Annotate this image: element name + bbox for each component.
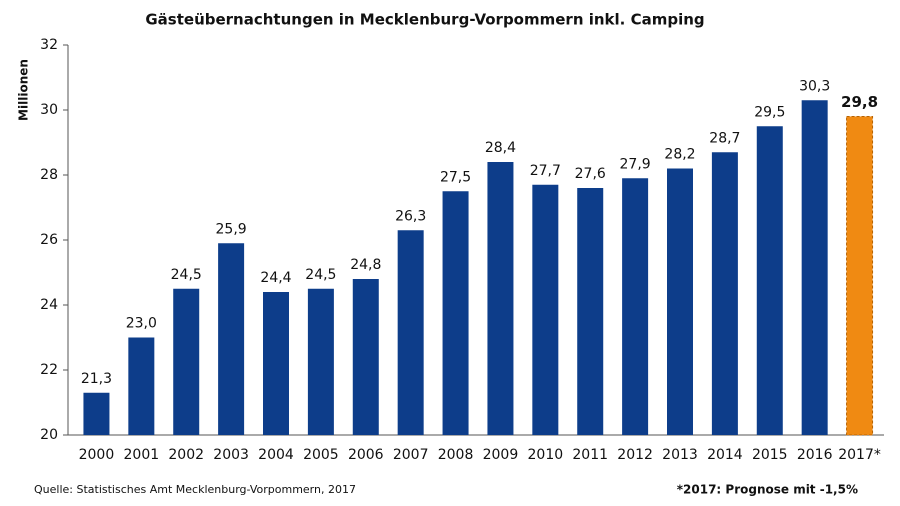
chart-title: Gästeübernachtungen in Mecklenburg-Vorpo… bbox=[145, 11, 704, 29]
x-tick-label: 2012 bbox=[617, 447, 653, 463]
value-label: 27,5 bbox=[440, 169, 471, 185]
x-tick-label: 2011 bbox=[572, 447, 608, 463]
x-tick-label: 2002 bbox=[168, 447, 204, 463]
value-label: 28,7 bbox=[709, 130, 740, 146]
value-label: 27,9 bbox=[620, 156, 651, 172]
bar bbox=[397, 230, 424, 435]
bar bbox=[263, 292, 289, 435]
note: *2017: Prognose mit -1,5% bbox=[677, 483, 858, 497]
value-label: 30,3 bbox=[799, 78, 830, 94]
bar bbox=[352, 279, 379, 435]
value-label: 25,9 bbox=[216, 221, 247, 237]
value-label: 24,5 bbox=[305, 267, 336, 283]
value-label: 24,5 bbox=[171, 267, 202, 283]
y-tick-label: 22 bbox=[40, 362, 58, 378]
x-tick-label: 2009 bbox=[483, 447, 519, 463]
source: Quelle: Statistisches Amt Mecklenburg-Vo… bbox=[34, 483, 356, 496]
x-tick-label: 2010 bbox=[528, 447, 564, 463]
y-tick-label: 30 bbox=[40, 102, 58, 118]
bar bbox=[487, 162, 514, 435]
x-tick-label: 2007 bbox=[393, 447, 429, 463]
x-tick-label: 2017* bbox=[838, 447, 881, 463]
value-label: 28,2 bbox=[664, 147, 695, 163]
bar bbox=[801, 100, 828, 435]
bar bbox=[667, 168, 693, 435]
x-tick-label: 2001 bbox=[124, 447, 160, 463]
x-tick-label: 2006 bbox=[348, 447, 384, 463]
bar bbox=[577, 188, 604, 435]
value-label: 26,3 bbox=[395, 208, 426, 224]
bar bbox=[83, 392, 110, 435]
x-tick-label: 2008 bbox=[438, 447, 474, 463]
y-axis-label: Millionen bbox=[17, 59, 31, 121]
x-tick-label: 2000 bbox=[79, 447, 115, 463]
bar bbox=[532, 184, 559, 435]
value-label: 28,4 bbox=[485, 140, 516, 156]
bar bbox=[711, 152, 738, 435]
y-tick-label: 24 bbox=[40, 297, 58, 313]
value-label: 21,3 bbox=[81, 371, 112, 387]
y-tick-label: 28 bbox=[40, 167, 58, 183]
bar bbox=[173, 288, 200, 435]
value-label: 29,8 bbox=[841, 93, 878, 111]
x-tick-label: 2013 bbox=[662, 447, 698, 463]
value-label: 23,0 bbox=[126, 316, 157, 332]
x-tick-label: 2015 bbox=[752, 447, 788, 463]
bar bbox=[622, 178, 649, 435]
y-tick-label: 26 bbox=[40, 232, 58, 248]
value-label: 24,8 bbox=[350, 257, 381, 273]
bar bbox=[846, 116, 874, 436]
bar bbox=[128, 337, 155, 435]
y-tick-label: 20 bbox=[40, 427, 58, 443]
x-tick-label: 2004 bbox=[258, 447, 294, 463]
value-label: 27,6 bbox=[575, 166, 606, 182]
x-tick-label: 2014 bbox=[707, 447, 743, 463]
x-tick-label: 2016 bbox=[797, 447, 833, 463]
value-label: 27,7 bbox=[530, 163, 561, 179]
bar bbox=[307, 288, 334, 435]
x-tick-label: 2003 bbox=[213, 447, 249, 463]
value-label: 29,5 bbox=[754, 104, 785, 120]
value-label: 24,4 bbox=[260, 270, 291, 286]
bar bbox=[218, 243, 245, 435]
x-tick-label: 2005 bbox=[303, 447, 339, 463]
bar bbox=[442, 191, 469, 435]
bar bbox=[756, 126, 783, 435]
y-tick-label: 32 bbox=[40, 37, 58, 53]
